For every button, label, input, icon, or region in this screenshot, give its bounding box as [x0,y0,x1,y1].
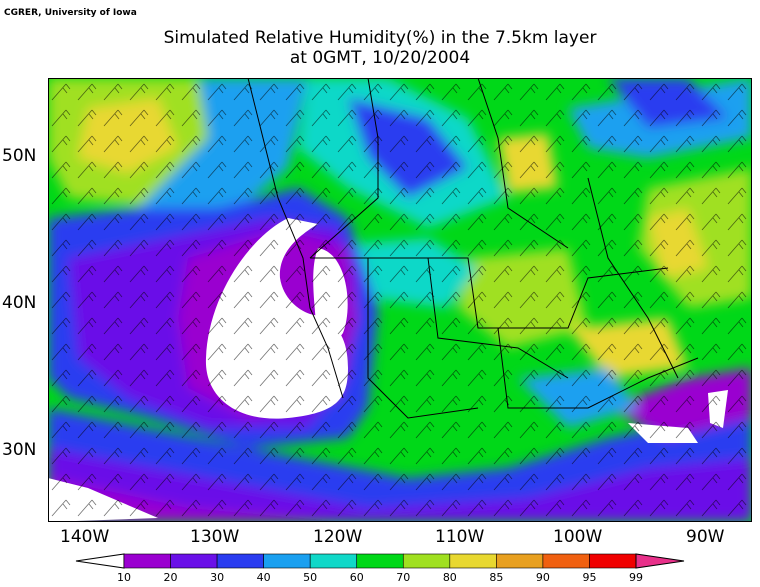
colorbar-tick-label: 85 [489,571,504,584]
colorbar-swatch [449,553,497,569]
colorbar-swatch [356,553,404,569]
lon-label-100w: 100W [553,527,603,547]
lon-label-90w: 90W [686,527,725,547]
colorbar-swatch [123,553,171,569]
colorbar-tick-label: 10 [117,571,131,584]
lat-label-40n: 40N [2,293,37,313]
colorbar-arrow-high [635,553,685,569]
colorbar-swatch [263,553,311,569]
colorbar-tick-label: 90 [535,571,550,584]
colorbar-swatch [216,553,264,569]
colorbar-swatch [170,553,218,569]
map-subtitle: at 0GMT, 10/20/2004 [289,48,471,68]
wind-barbs [48,78,752,522]
colorbar-swatch [496,553,544,569]
humidity-map [48,78,752,522]
colorbar-tick-label: 40 [256,571,271,584]
colorbar [75,553,685,569]
credit-text: CGRER, University of Iowa [4,8,137,18]
colorbar-tick-label: 70 [396,571,411,584]
colorbar-arrow-low [75,553,125,569]
colorbar-tick-label: 95 [582,571,597,584]
colorbar-swatch [309,553,358,569]
colorbar-swatch [542,553,590,569]
colorbar-tick-label: 30 [210,571,225,584]
lat-label-30n: 30N [2,440,37,460]
colorbar-tick-label: 99 [629,571,643,584]
colorbar-tick-label: 20 [163,571,178,584]
colorbar-swatch [402,553,451,569]
lon-label-120w: 120W [313,527,363,547]
lon-label-130w: 130W [190,527,240,547]
colorbar-tick-label: 50 [303,571,318,584]
humidity-field [48,78,752,522]
lon-label-110w: 110W [435,527,485,547]
lon-label-140w: 140W [60,527,110,547]
colorbar-tick-label: 60 [349,571,364,584]
lat-label-50n: 50N [2,146,37,166]
colorbar-tick-label: 80 [442,571,457,584]
map-title: Simulated Relative Humidity(%) in the 7.… [163,28,597,48]
colorbar-swatch [589,553,637,569]
